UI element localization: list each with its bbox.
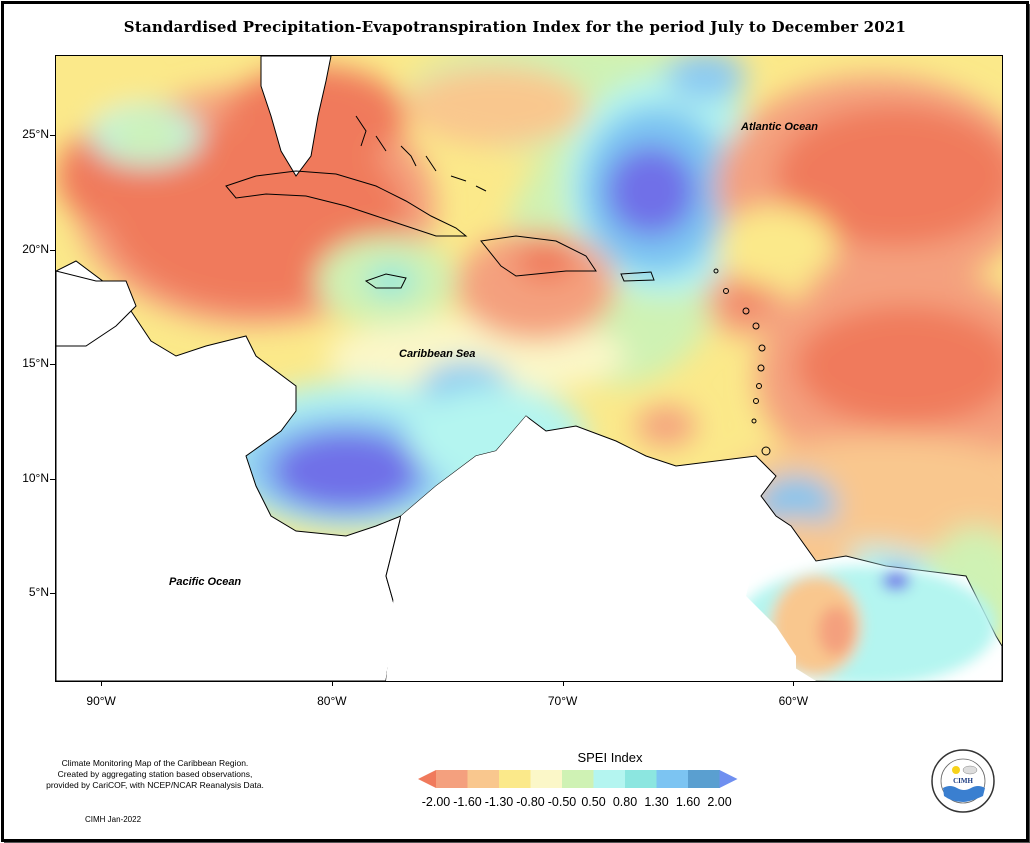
x-tick-label: 70°W (547, 694, 578, 708)
x-tick-mark (562, 681, 564, 686)
legend-swatch (688, 770, 720, 788)
legend-title: SPEI Index (577, 750, 643, 765)
cuba-outline (225, 170, 468, 237)
land-field (512, 453, 996, 681)
logo-text: CIMH (953, 777, 973, 785)
legend-tick-label: 1.60 (675, 795, 701, 809)
south-america-south (776, 656, 816, 681)
legend-tick-label: -0.80 (516, 795, 545, 809)
y-tick-label: 20°N (22, 241, 49, 256)
legend-tick-label: -0.50 (547, 795, 577, 809)
legend-tick-label: 0.50 (581, 795, 606, 809)
south-america-interior (386, 416, 796, 681)
lesser-antilles-outline (713, 268, 771, 456)
legend-tick-label: -2.00 (421, 795, 451, 809)
y-tick-mark (50, 135, 55, 137)
legend-swatch (593, 770, 626, 788)
legend-swatch (656, 770, 689, 788)
waves-icon (943, 786, 985, 802)
florida-land (260, 56, 332, 177)
y-tick-label: 15°N (22, 356, 49, 371)
cimh-logo: CIMH (931, 749, 995, 813)
legend-tick-label: 2.00 (707, 795, 732, 809)
puerto-rico-outline (620, 271, 655, 282)
map-credits: Climate Monitoring Map of the Caribbean … (30, 758, 280, 791)
y-tick-label: 10°N (22, 470, 49, 485)
credit-line-2: Created by aggregating station based obs… (57, 769, 253, 779)
legend-swatch (562, 770, 594, 788)
legend-swatch (436, 770, 468, 788)
spei-field (56, 56, 1002, 681)
bahamas-outline (355, 115, 487, 192)
x-tick-mark (331, 681, 333, 686)
y-tick-mark (50, 249, 55, 251)
map-canvas (56, 56, 1002, 681)
legend-tick-label: -1.60 (453, 795, 482, 809)
pacific-ocean-label: Pacific Ocean (169, 576, 242, 588)
legend-colorbar (418, 770, 738, 788)
y-tick-mark (50, 364, 55, 366)
hispaniola-outline (480, 235, 597, 277)
sun-icon (952, 766, 960, 774)
legend-tick-label: 0.80 (612, 795, 638, 809)
caribbean-sea-label: Caribbean Sea (399, 348, 476, 360)
yucatan-land (56, 270, 137, 347)
y-tick-label: 25°N (22, 127, 49, 142)
x-tick-label: 90°W (86, 694, 116, 708)
legend-swatch (625, 770, 657, 788)
credit-date: CIMH Jan-2022 (85, 815, 142, 824)
legend-swatch (467, 770, 500, 788)
x-tick-label: 60°W (778, 694, 809, 708)
legend-tick-label: 1.30 (644, 795, 669, 809)
spei-map: Atlantic Ocean Caribbean Sea Pacific Oce… (55, 55, 1003, 682)
legend-arrow-left (418, 770, 436, 788)
cloud-icon (962, 765, 978, 775)
credit-line-3: provided by CariCOF, with NCEP/NCAR Rean… (46, 780, 264, 790)
y-tick-mark (50, 478, 55, 480)
x-tick-mark (101, 681, 103, 686)
x-tick-mark (793, 681, 795, 686)
y-tick-label: 5°N (28, 585, 49, 599)
legend-arrow-right (719, 770, 738, 788)
legend-swatch (530, 770, 563, 788)
legend-tick-label: -1.30 (484, 795, 514, 809)
y-tick-mark (50, 593, 55, 594)
x-tick-label: 80°W (317, 694, 347, 708)
legend-swatch (499, 770, 531, 788)
atlantic-ocean-label: Atlantic Ocean (741, 121, 819, 133)
credit-line-1: Climate Monitoring Map of the Caribbean … (61, 758, 249, 768)
map-title: Standardised Precipitation-Evapotranspir… (123, 18, 907, 36)
jamaica-outline (364, 273, 407, 289)
